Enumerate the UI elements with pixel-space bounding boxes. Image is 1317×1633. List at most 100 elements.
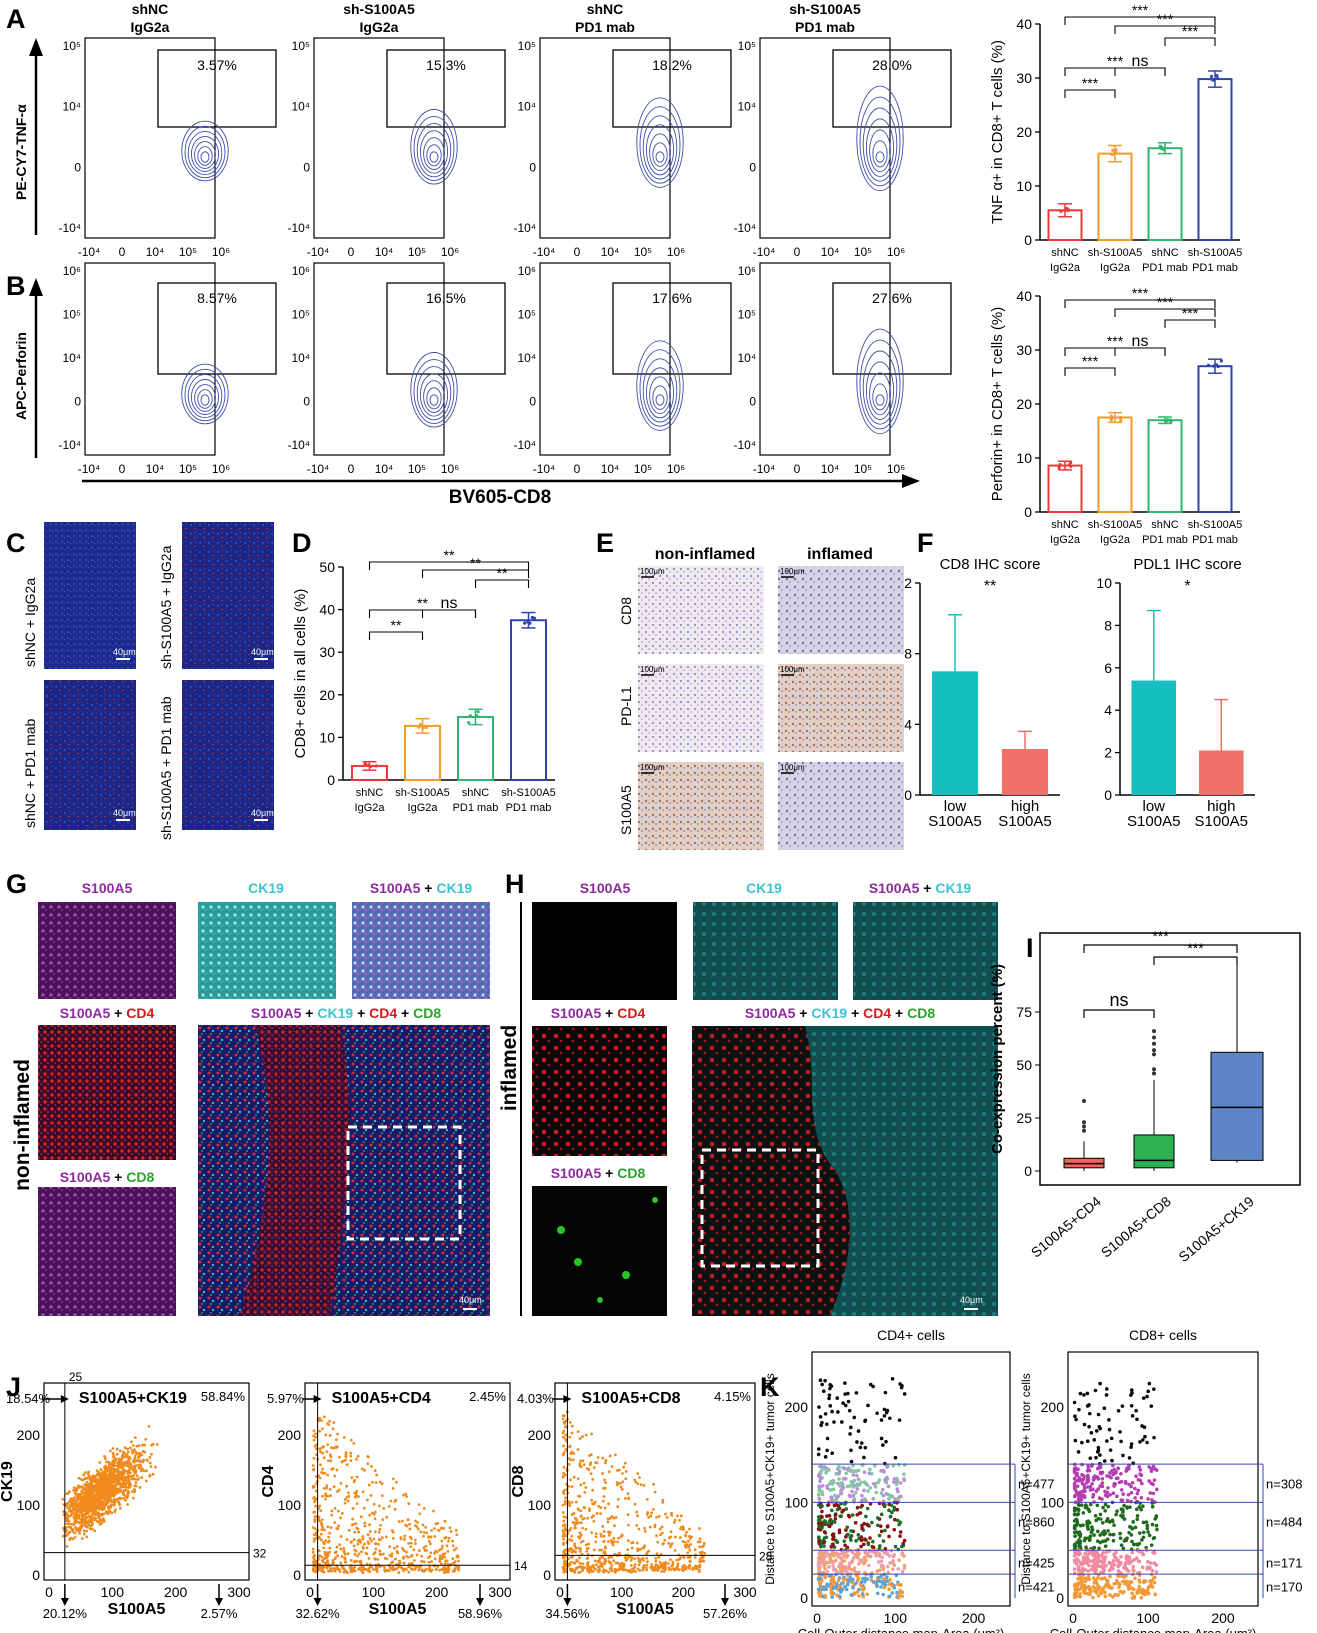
scatter-point [82, 1532, 86, 1536]
g-side-label: non-inflamed [11, 1059, 34, 1191]
flow-y-tick: 10⁴ [291, 351, 310, 365]
data-point [528, 621, 532, 625]
scatter-point [312, 1429, 316, 1433]
scatter-point [602, 1530, 606, 1533]
flow-contour [636, 97, 684, 188]
scatter-point [1092, 1476, 1097, 1481]
scatter-point [824, 1550, 828, 1554]
scatter-point [113, 1478, 117, 1482]
scatter-point [844, 1577, 849, 1582]
scatter-point [441, 1552, 445, 1556]
scatter-point [879, 1491, 884, 1495]
scatter-point [1107, 1568, 1112, 1573]
scatter-point [373, 1510, 377, 1514]
scatter-point [65, 1533, 69, 1537]
scatter-point [1094, 1455, 1098, 1460]
quadrant-br: 57.26% [703, 1606, 748, 1621]
flow-contour [194, 384, 216, 412]
scatter-frame [811, 1351, 1011, 1607]
flow-y-tick: 10⁴ [517, 351, 536, 365]
scatter-point [337, 1524, 340, 1528]
scatter-point [457, 1559, 460, 1563]
flow-y-tick: -10⁴ [59, 221, 82, 235]
scatter-point [130, 1475, 134, 1479]
scatter-point [592, 1548, 596, 1552]
scatter-point [840, 1581, 844, 1586]
scatter-point [373, 1557, 377, 1561]
threshold-y-value: 32 [253, 1547, 267, 1561]
scatter-point [1108, 1471, 1112, 1475]
scatter-point [830, 1482, 835, 1486]
y-tick-label: 0 [1024, 504, 1032, 520]
scatter-point [318, 1554, 322, 1557]
scatter-point [601, 1499, 605, 1503]
scatter-point [881, 1493, 886, 1498]
scatter-point [678, 1536, 682, 1540]
scatter-point [1083, 1489, 1087, 1494]
sig-label: ** [497, 565, 508, 581]
scatter-point [114, 1484, 117, 1488]
scatter-point [629, 1563, 633, 1567]
scatter-point [1141, 1530, 1146, 1535]
x-tick-label: 300 [733, 1584, 757, 1600]
scatter-point [81, 1478, 85, 1482]
data-point [1206, 363, 1211, 367]
scatter-point [856, 1429, 861, 1433]
scatter-point [847, 1408, 852, 1413]
scatter-point [119, 1490, 123, 1493]
scatter-point [368, 1513, 372, 1517]
scatter-point [410, 1554, 414, 1557]
g-title-merge-c: CK19 [436, 880, 472, 896]
scatter-point [93, 1474, 97, 1478]
scatter-point [1096, 1445, 1101, 1450]
scatter-point [658, 1560, 662, 1564]
scatter-point [141, 1467, 144, 1471]
scatter-point [376, 1542, 380, 1546]
scatter-point [578, 1556, 581, 1560]
scatter-point [876, 1480, 880, 1485]
scatter-point [898, 1589, 903, 1594]
scatter-point [314, 1453, 318, 1456]
scatter-point [849, 1459, 854, 1464]
scatter-point [655, 1552, 659, 1556]
x-tick-label: 0 [306, 1584, 314, 1600]
scatter-point [312, 1434, 315, 1438]
sig-label: *** [1182, 23, 1199, 39]
scatter-point [1121, 1546, 1126, 1551]
scatter-point [436, 1528, 440, 1532]
scatter-point [561, 1503, 565, 1507]
scatter-point [897, 1418, 902, 1422]
data-point [1219, 359, 1223, 363]
scatter-point [620, 1561, 624, 1565]
scatter-point [863, 1419, 867, 1424]
scatter-point [823, 1566, 827, 1571]
scatter-point [1076, 1568, 1081, 1573]
scatter-point [594, 1540, 598, 1544]
sig-bracket [1083, 944, 1238, 953]
scatter-point [890, 1376, 895, 1381]
panel-e-ihc: non-inflamed inflamed CD8 PD-L1 S100A5 1… [618, 546, 904, 850]
gate-percent: 18.2% [652, 57, 692, 73]
scatter-point [1090, 1528, 1094, 1533]
panel-label-j: J [6, 1372, 21, 1402]
scatter-point [606, 1520, 610, 1524]
scatter-point [422, 1531, 426, 1534]
scatter-point [455, 1533, 459, 1537]
scatter-point [592, 1466, 596, 1469]
scatter-point [73, 1491, 77, 1495]
outlier [1152, 1041, 1156, 1046]
flow-y-tick: -10⁴ [514, 438, 537, 452]
flow-contour [200, 394, 210, 406]
scatter-point [817, 1567, 821, 1571]
scatter-point [568, 1435, 572, 1439]
flow-x-tick: -10⁴ [307, 462, 330, 476]
scatter-point [312, 1539, 316, 1543]
flow-contour [645, 124, 675, 176]
scatter-point [563, 1502, 567, 1506]
scatter-point [84, 1483, 88, 1487]
scatter-point [138, 1485, 142, 1489]
scatter-point [1108, 1492, 1112, 1497]
scatter-point [1074, 1490, 1079, 1495]
scatter-point [1127, 1463, 1131, 1468]
